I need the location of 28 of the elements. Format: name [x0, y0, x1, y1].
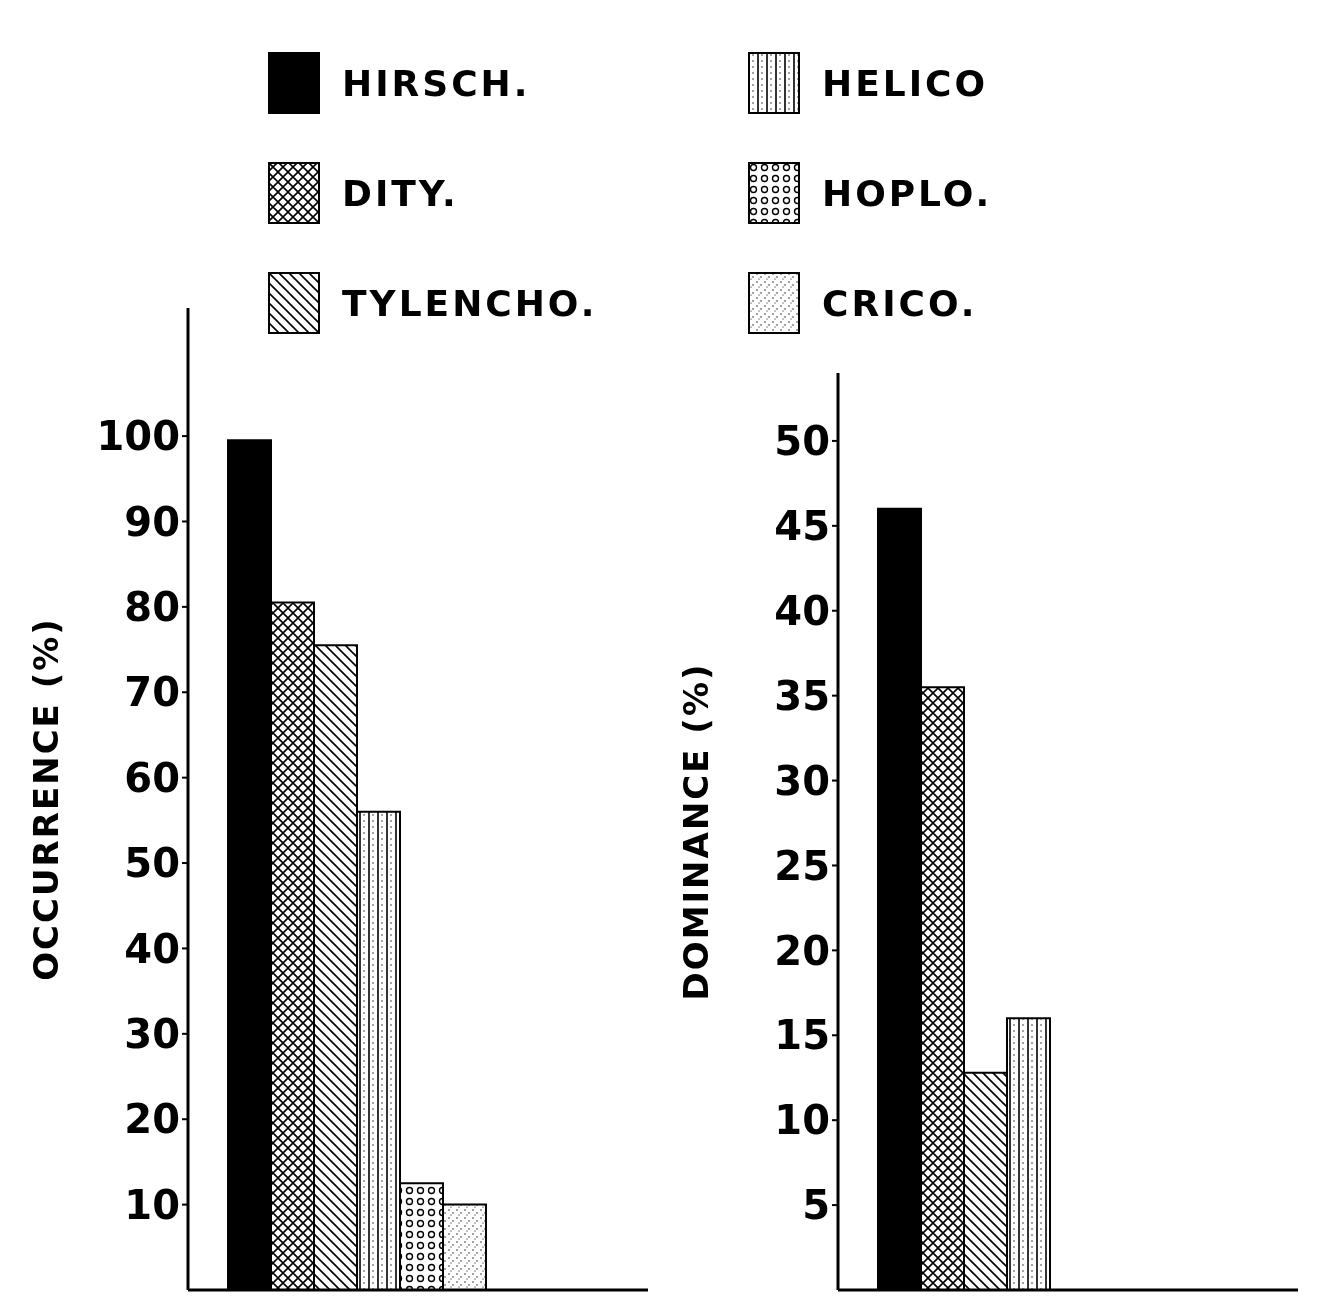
y-axis-title: DOMINANCE (%) [676, 662, 717, 1001]
y-tick-label: 10 [124, 1181, 180, 1228]
y-tick-label: 40 [124, 925, 180, 972]
y-axis-title: OCCURRENCE (%) [26, 617, 67, 981]
y-tick-label: 40 [774, 587, 830, 634]
y-tick-label: 50 [124, 840, 180, 887]
legend-label: TYLENCHO. [342, 282, 598, 324]
y-tick-label: 100 [96, 413, 180, 460]
y-tick-label: 50 [774, 418, 830, 465]
legend-label: DITY. [342, 172, 459, 214]
y-tick-label: 35 [774, 672, 830, 719]
y-tick-label: 45 [774, 503, 830, 550]
y-tick-label: 30 [774, 757, 830, 804]
y-tick-label: 30 [124, 1011, 180, 1058]
y-tick-label: 20 [124, 1096, 180, 1143]
y-tick-label: 80 [124, 584, 180, 631]
y-tick-label: 25 [774, 842, 830, 889]
y-tick-label: 90 [124, 498, 180, 545]
y-tick-label: 5 [802, 1182, 830, 1229]
y-tick-label: 60 [124, 754, 180, 801]
legend-label: HIRSCH. [342, 62, 531, 104]
y-tick-label: 15 [774, 1012, 830, 1059]
y-tick-label: 10 [774, 1097, 830, 1144]
legend-label: HOPLO. [822, 172, 993, 214]
legend-label: CRICO. [822, 282, 978, 324]
legend-label: HELICO [822, 62, 989, 104]
y-tick-label: 70 [124, 669, 180, 716]
y-tick-label: 20 [774, 927, 830, 974]
